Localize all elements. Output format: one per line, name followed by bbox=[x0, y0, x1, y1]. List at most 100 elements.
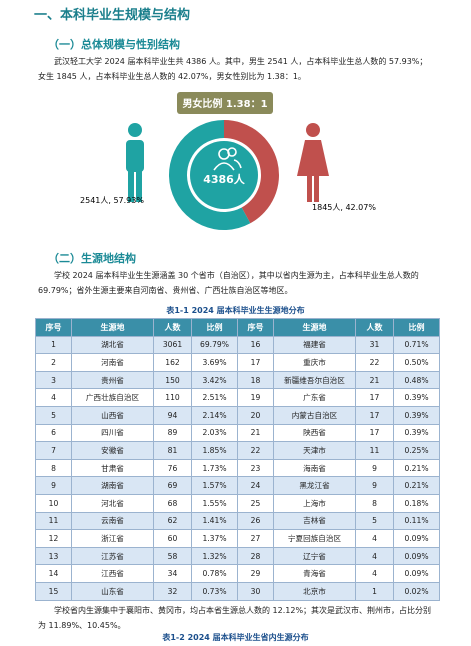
cell: 青海省 bbox=[273, 564, 356, 583]
cell: 浙江省 bbox=[71, 529, 154, 548]
cell: 81 bbox=[153, 441, 192, 460]
cell: 9 bbox=[35, 476, 72, 495]
cell: 21 bbox=[355, 370, 394, 390]
cell: 34 bbox=[153, 564, 192, 583]
cell: 0.21% bbox=[393, 458, 440, 478]
badge: 男女比例 1.38：1 bbox=[182, 97, 267, 110]
cell: 广东省 bbox=[273, 388, 356, 407]
cell: 2.14% bbox=[191, 405, 238, 425]
cell: 吉林省 bbox=[273, 511, 356, 531]
section-title: （二）生源地结构 bbox=[48, 252, 136, 265]
cell: 广西壮族自治区 bbox=[71, 388, 154, 407]
table-row: 13 江苏省 58 1.32% 28 辽宁省 4 0.09% bbox=[35, 546, 440, 566]
cell: 17 bbox=[237, 353, 274, 372]
cell: 5 bbox=[35, 405, 72, 425]
cell: 0.71% bbox=[393, 335, 440, 355]
table-row: 5 山西省 94 2.14% 20 内蒙古自治区 17 0.39% bbox=[35, 405, 440, 425]
cell: 0.50% bbox=[393, 353, 440, 372]
header-cell: 人数 bbox=[355, 318, 394, 337]
table-row: 7 安徽省 81 1.85% 22 天津市 11 0.25% bbox=[35, 441, 440, 460]
table-row: 6 四川省 89 2.03% 21 陕西省 17 0.39% bbox=[35, 423, 440, 443]
cell: 4 bbox=[355, 529, 394, 548]
header-cell: 生源地 bbox=[71, 318, 154, 337]
paragraph: 武汉轻工大学 2024 届本科毕业生共 4386 人。其中，男生 2541 人，… bbox=[38, 57, 428, 81]
cell: 0.39% bbox=[393, 423, 440, 443]
table-row: 10 河北省 68 1.55% 25 上海市 8 0.18% bbox=[35, 493, 440, 513]
cell: 0.39% bbox=[393, 405, 440, 425]
cell: 7 bbox=[35, 441, 72, 460]
header-cell: 比例 bbox=[191, 318, 238, 337]
table-caption: 表1-1 2024 届本科毕业生生源地分布 bbox=[166, 306, 305, 315]
cell: 山东省 bbox=[71, 581, 154, 601]
cell: 1.57% bbox=[191, 476, 238, 495]
cell: 9 bbox=[355, 476, 394, 495]
cell: 甘肃省 bbox=[71, 458, 154, 478]
table-row: 1 湖北省 3061 69.79% 16 福建省 31 0.71% bbox=[35, 335, 440, 355]
cell: 110 bbox=[153, 388, 192, 407]
cell: 0.09% bbox=[393, 529, 440, 548]
cell: 2.03% bbox=[191, 423, 238, 443]
value-label: 2541人, 57.93% bbox=[80, 196, 144, 205]
cell: 1.55% bbox=[191, 493, 238, 513]
cell: 17 bbox=[355, 405, 394, 425]
cell: 0.09% bbox=[393, 564, 440, 583]
header-cell: 生源地 bbox=[273, 318, 356, 337]
cell: 辽宁省 bbox=[273, 546, 356, 566]
cell: 3 bbox=[35, 370, 72, 390]
cell: 22 bbox=[355, 353, 394, 372]
cell: 31 bbox=[355, 335, 394, 355]
cell: 15 bbox=[35, 581, 72, 601]
cell: 162 bbox=[153, 353, 192, 372]
cell: 0.21% bbox=[393, 476, 440, 495]
cell: 天津市 bbox=[273, 441, 356, 460]
cell: 3.69% bbox=[191, 353, 238, 372]
heading: 一、本科毕业生规模与结构 bbox=[34, 8, 191, 23]
cell: 北京市 bbox=[273, 581, 356, 601]
cell: 68 bbox=[153, 493, 192, 513]
cell: 18 bbox=[237, 370, 274, 390]
center-label: 4386人 bbox=[203, 172, 246, 186]
header-cell: 人数 bbox=[153, 318, 192, 337]
cell: 89 bbox=[153, 423, 192, 443]
cell: 17 bbox=[355, 388, 394, 407]
cell: 重庆市 bbox=[273, 353, 356, 372]
cell: 8 bbox=[35, 458, 72, 478]
cell: 11 bbox=[35, 511, 72, 531]
table-row: 12 浙江省 60 1.37% 27 宁夏回族自治区 4 0.09% bbox=[35, 529, 440, 548]
cell: 1 bbox=[355, 581, 394, 601]
cell: 四川省 bbox=[71, 423, 154, 443]
cell: 16 bbox=[237, 335, 274, 355]
paragraph: 学校 2024 届本科毕业生生源涵盖 30 个省市（自治区），其中以省内生源为主… bbox=[38, 271, 419, 295]
cell: 河北省 bbox=[71, 493, 154, 513]
donut-segment bbox=[224, 120, 279, 224]
cell: 1.41% bbox=[191, 511, 238, 531]
cell: 1.37% bbox=[191, 529, 238, 548]
cell: 0.25% bbox=[393, 441, 440, 460]
table-row: 2 河南省 162 3.69% 17 重庆市 22 0.50% bbox=[35, 353, 440, 372]
cell: 云南省 bbox=[71, 511, 154, 531]
section-title: （一）总体规模与性别结构 bbox=[48, 38, 180, 51]
cell: 32 bbox=[153, 581, 192, 601]
cell: 4 bbox=[355, 546, 394, 566]
table: 序号 生源地 人数 比例 序号 生源地 人数 比例 1 湖北省 3061 69.79% 16 福建省 31 0… bbox=[35, 318, 440, 601]
cell: 福建省 bbox=[273, 335, 356, 355]
cell: 0.02% bbox=[393, 581, 440, 601]
cell: 1.32% bbox=[191, 546, 238, 566]
paragraph: 学校省内生源集中于襄阳市、黄冈市，均占本省生源总人数的 12.12%；其次是武汉… bbox=[38, 606, 432, 630]
header-cell: 序号 bbox=[237, 318, 274, 337]
cell: 安徽省 bbox=[71, 441, 154, 460]
cell: 3061 bbox=[153, 335, 192, 355]
cell: 1.73% bbox=[191, 458, 238, 478]
cell: 29 bbox=[237, 564, 274, 583]
table-header: 序号 生源地 人数 比例 序号 生源地 人数 比例 bbox=[35, 318, 440, 337]
cell: 6 bbox=[35, 423, 72, 443]
table-row: 9 湖南省 69 1.57% 24 黑龙江省 9 0.21% bbox=[35, 476, 440, 495]
cell: 0.73% bbox=[191, 581, 238, 601]
cell: 山西省 bbox=[71, 405, 154, 425]
header-cell: 比例 bbox=[393, 318, 440, 337]
cell: 22 bbox=[237, 441, 274, 460]
cell: 23 bbox=[237, 458, 274, 478]
donut-center bbox=[190, 141, 258, 209]
cell: 湖南省 bbox=[71, 476, 154, 495]
